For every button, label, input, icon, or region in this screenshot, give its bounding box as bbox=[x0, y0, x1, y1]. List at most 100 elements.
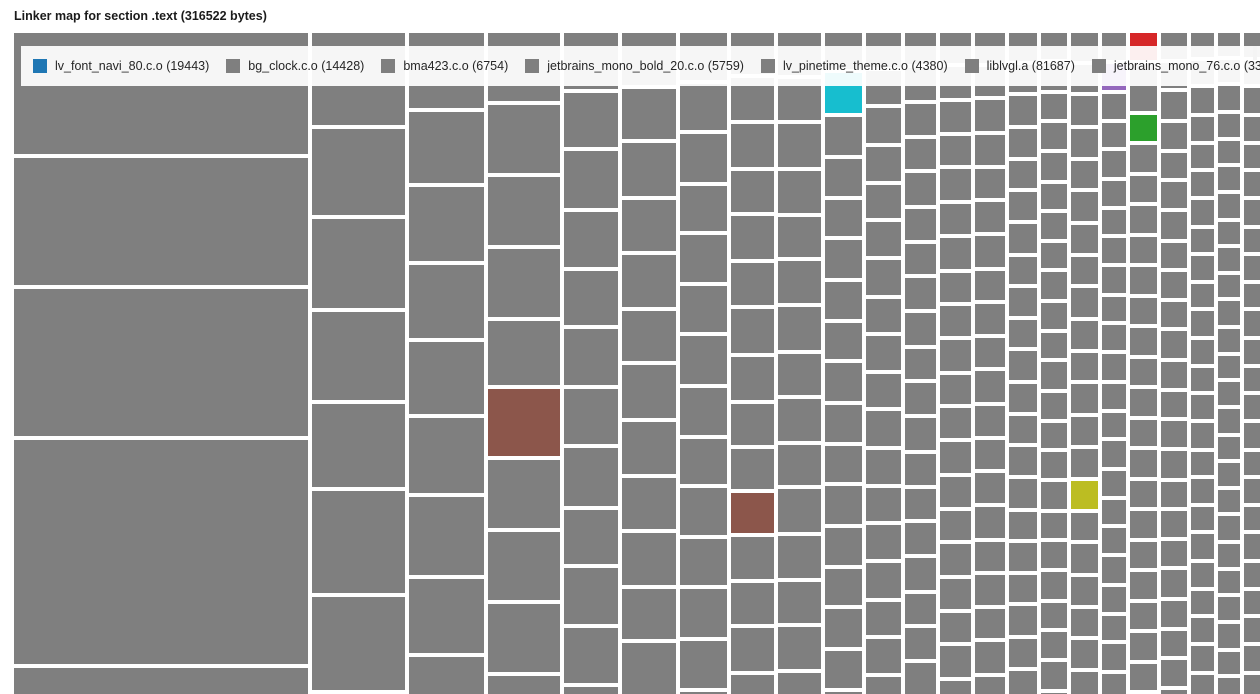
treemap-cell[interactable] bbox=[1071, 640, 1098, 668]
treemap-cell[interactable] bbox=[866, 450, 901, 484]
treemap-cell[interactable] bbox=[1071, 257, 1098, 284]
treemap-cell[interactable] bbox=[1161, 482, 1187, 507]
treemap-cell[interactable] bbox=[680, 388, 727, 435]
treemap-cell[interactable] bbox=[1161, 511, 1187, 537]
treemap-cell[interactable] bbox=[1071, 129, 1098, 157]
treemap-cell[interactable] bbox=[1041, 662, 1067, 689]
treemap-cell[interactable] bbox=[731, 628, 774, 671]
treemap-cell[interactable] bbox=[1102, 528, 1126, 553]
treemap-cell[interactable] bbox=[778, 445, 821, 485]
treemap-cell[interactable] bbox=[1130, 664, 1157, 690]
treemap-cell[interactable] bbox=[488, 676, 560, 694]
treemap-cell[interactable] bbox=[866, 336, 901, 370]
treemap-cell[interactable] bbox=[975, 371, 1005, 402]
treemap-cell[interactable] bbox=[1244, 145, 1260, 168]
treemap-cell[interactable] bbox=[1218, 356, 1240, 378]
treemap-cell[interactable] bbox=[1041, 153, 1067, 180]
treemap-cell[interactable] bbox=[866, 147, 901, 181]
treemap-cell[interactable] bbox=[1244, 591, 1260, 614]
treemap-cell[interactable] bbox=[1130, 572, 1157, 599]
treemap-cell[interactable] bbox=[905, 139, 936, 169]
treemap-cell[interactable] bbox=[825, 486, 862, 524]
treemap-cell[interactable] bbox=[409, 342, 484, 414]
treemap-cell[interactable] bbox=[1130, 267, 1157, 294]
treemap-cell[interactable] bbox=[1244, 563, 1260, 587]
treemap-cell[interactable] bbox=[1191, 200, 1214, 225]
treemap-cell[interactable] bbox=[866, 108, 901, 143]
treemap-cell[interactable] bbox=[975, 100, 1005, 131]
treemap-cell[interactable] bbox=[312, 219, 405, 308]
treemap-cell[interactable] bbox=[680, 488, 727, 535]
treemap-cell[interactable] bbox=[825, 528, 862, 565]
treemap-cell[interactable] bbox=[940, 136, 971, 165]
treemap-cell[interactable] bbox=[1102, 238, 1126, 263]
treemap-cell[interactable] bbox=[1191, 145, 1214, 168]
treemap-cell[interactable] bbox=[1191, 172, 1214, 196]
treemap-cell[interactable] bbox=[1130, 420, 1157, 446]
treemap-cell[interactable] bbox=[1161, 302, 1187, 327]
treemap-cell[interactable] bbox=[975, 542, 1005, 571]
treemap-cell[interactable] bbox=[940, 306, 971, 336]
treemap-cell[interactable] bbox=[680, 589, 727, 637]
treemap-cell[interactable] bbox=[1161, 272, 1187, 298]
treemap-cell[interactable] bbox=[1244, 507, 1260, 530]
treemap-cell[interactable] bbox=[680, 286, 727, 332]
treemap-cell[interactable] bbox=[731, 537, 774, 579]
treemap-cell[interactable] bbox=[975, 304, 1005, 334]
treemap-cell[interactable] bbox=[825, 692, 862, 694]
treemap-cell[interactable] bbox=[940, 408, 971, 438]
treemap-cell[interactable] bbox=[1041, 513, 1067, 538]
treemap-cell[interactable] bbox=[1161, 182, 1187, 208]
treemap-cell[interactable] bbox=[488, 177, 560, 245]
treemap-cell[interactable] bbox=[1071, 609, 1098, 636]
treemap-cell[interactable] bbox=[1130, 450, 1157, 477]
treemap-cell[interactable] bbox=[866, 260, 901, 295]
treemap-cell[interactable] bbox=[1009, 129, 1037, 157]
treemap-cell[interactable] bbox=[1244, 172, 1260, 196]
treemap-cell[interactable] bbox=[1161, 92, 1187, 119]
treemap-cell[interactable] bbox=[825, 405, 862, 442]
treemap-cell[interactable] bbox=[731, 124, 774, 167]
treemap-cell[interactable] bbox=[1244, 117, 1260, 141]
treemap-cell[interactable] bbox=[975, 271, 1005, 300]
treemap-cell[interactable] bbox=[940, 442, 971, 473]
treemap-cell[interactable] bbox=[866, 525, 901, 559]
treemap-cell[interactable] bbox=[975, 642, 1005, 673]
treemap-cell[interactable] bbox=[1130, 176, 1157, 202]
treemap-cell[interactable] bbox=[905, 383, 936, 414]
treemap-cell[interactable] bbox=[866, 185, 901, 218]
legend-item[interactable]: jetbrains_mono_76.c.o (3321) bbox=[1091, 59, 1260, 73]
treemap-cell[interactable] bbox=[1244, 479, 1260, 503]
treemap-cell[interactable] bbox=[1071, 384, 1098, 413]
treemap-cell[interactable] bbox=[1218, 624, 1240, 648]
treemap-cell[interactable] bbox=[1161, 690, 1187, 694]
treemap-cell[interactable] bbox=[1071, 513, 1098, 540]
treemap-cell[interactable] bbox=[1009, 416, 1037, 443]
treemap-cell[interactable] bbox=[1041, 482, 1067, 509]
treemap-cell[interactable] bbox=[905, 209, 936, 240]
treemap-cell[interactable] bbox=[1009, 639, 1037, 667]
treemap-cell[interactable] bbox=[1191, 88, 1214, 113]
treemap-cell[interactable] bbox=[488, 321, 560, 385]
treemap-cell[interactable] bbox=[1041, 333, 1067, 358]
treemap-cell[interactable] bbox=[680, 186, 727, 231]
treemap-cell[interactable] bbox=[1218, 516, 1240, 540]
treemap-cell[interactable] bbox=[1191, 256, 1214, 280]
treemap-cell[interactable] bbox=[1130, 328, 1157, 355]
treemap-cell[interactable] bbox=[778, 536, 821, 578]
treemap-cell[interactable] bbox=[1009, 671, 1037, 694]
treemap-cell[interactable] bbox=[409, 265, 484, 338]
treemap-cell[interactable] bbox=[1041, 572, 1067, 599]
treemap-cell[interactable] bbox=[488, 249, 560, 317]
treemap-cell[interactable] bbox=[731, 675, 774, 694]
treemap-cell[interactable] bbox=[1218, 382, 1240, 405]
treemap-cell[interactable] bbox=[1218, 463, 1240, 486]
treemap-cell[interactable] bbox=[1102, 210, 1126, 234]
treemap-cell[interactable] bbox=[1041, 362, 1067, 389]
treemap-cell[interactable] bbox=[1244, 395, 1260, 419]
legend-item[interactable]: bma423.c.o (6754) bbox=[381, 59, 508, 73]
treemap-cell[interactable] bbox=[1218, 678, 1240, 694]
treemap-cell[interactable] bbox=[680, 235, 727, 282]
treemap-cell[interactable] bbox=[1191, 618, 1214, 642]
treemap-cell[interactable] bbox=[1161, 421, 1187, 447]
